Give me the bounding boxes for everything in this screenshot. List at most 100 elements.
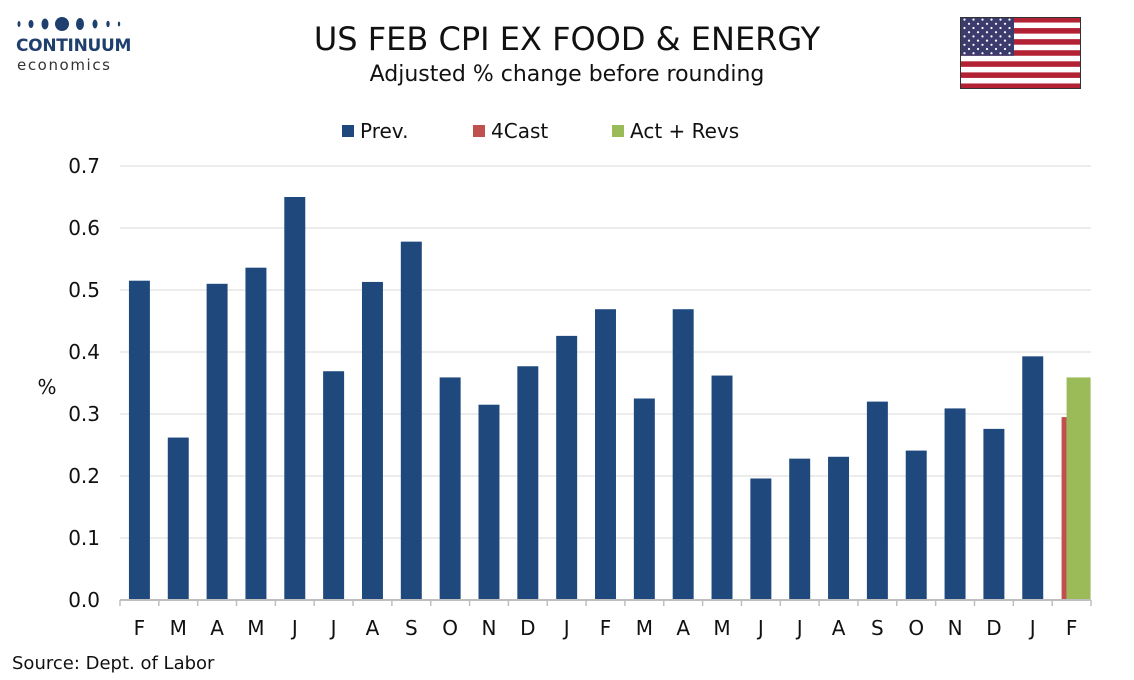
x-tick-label: A [366, 616, 380, 640]
bar [245, 267, 267, 600]
bar [439, 377, 461, 600]
bar [128, 280, 150, 600]
flag-star [1008, 18, 1011, 21]
flag-star [976, 47, 980, 51]
flag-star [981, 18, 984, 21]
x-tick-label: M [170, 616, 187, 640]
flag-star [972, 43, 975, 46]
x-tick-label: J [795, 616, 803, 640]
bar [750, 478, 772, 600]
flag-star [963, 52, 966, 55]
legend-swatch [612, 125, 624, 137]
x-tick-label: A [832, 616, 846, 640]
flag-star [985, 47, 989, 51]
flag-star [976, 31, 980, 34]
flag-star [963, 35, 966, 38]
flag-star [985, 39, 989, 42]
flag-stripe [960, 61, 1081, 67]
x-tick-label: N [948, 616, 963, 640]
logo-subtitle: economics [17, 56, 112, 74]
flag-star [972, 35, 975, 38]
flag-star [990, 26, 993, 30]
bar [866, 401, 888, 600]
legend-swatch [473, 125, 485, 137]
source-note: Source: Dept. of Labor [12, 653, 215, 674]
bar [1061, 417, 1067, 600]
bar [323, 371, 345, 600]
bar [828, 456, 850, 600]
flag-star [990, 43, 993, 46]
flag-star [972, 18, 975, 21]
y-tick-label: 0.0 [68, 588, 100, 612]
flag-star [967, 39, 971, 42]
legend: Prev. 4Cast Act + Revs [342, 119, 739, 143]
bars [128, 197, 1091, 600]
flag-star [967, 31, 971, 34]
legend-swatch [342, 125, 354, 137]
x-tick-label: M [713, 616, 730, 640]
flag-star [1008, 43, 1011, 46]
flag-star [1003, 47, 1007, 51]
flag-star [999, 35, 1002, 38]
bar [789, 458, 811, 600]
bar [556, 335, 578, 600]
flag-star [994, 47, 998, 51]
flag-star [1003, 22, 1007, 25]
y-tick-label: 0.1 [68, 526, 100, 550]
flag-star [981, 43, 984, 46]
bar [1022, 356, 1044, 600]
flag-star [967, 22, 971, 25]
chart-subtitle: Adjusted % change before rounding [369, 62, 765, 87]
flag-star [976, 22, 980, 25]
bar [905, 450, 927, 600]
y-tick-label: 0.2 [68, 464, 100, 488]
bar [944, 408, 966, 600]
x-tick-label: O [442, 616, 458, 640]
x-tick-label: F [1066, 616, 1078, 640]
logo-dots-icon [17, 17, 121, 31]
x-tick-label: J [1028, 616, 1036, 640]
flag-star [990, 18, 993, 21]
flag-star [990, 52, 993, 55]
flag-star [981, 52, 984, 55]
flag-star [999, 18, 1002, 21]
x-tick-label: S [871, 616, 884, 640]
flag-stripe [960, 83, 1081, 89]
x-tick-label: A [676, 616, 690, 640]
axes: 0.00.10.20.30.40.50.60.7%F M A M J J A S O N D J F M A… [37, 154, 1092, 640]
y-axis-label: % [37, 375, 56, 399]
x-tick-label: F [134, 616, 146, 640]
flag-stripe [960, 17, 1081, 23]
flag-star [999, 26, 1002, 30]
flag-star [994, 39, 998, 42]
flag-star [963, 43, 966, 46]
flag-star [963, 26, 966, 30]
x-tick-label: M [247, 616, 264, 640]
y-tick-label: 0.4 [68, 340, 100, 364]
flag-star [990, 35, 993, 38]
flag-star [999, 43, 1002, 46]
x-tick-label: S [405, 616, 418, 640]
bar [361, 281, 383, 600]
bar [633, 398, 655, 600]
y-tick-label: 0.7 [68, 154, 100, 178]
bar [478, 404, 500, 600]
flag-star [985, 31, 989, 34]
bar [711, 375, 733, 600]
flag-stripe [960, 50, 1081, 56]
x-tick-label: M [636, 616, 653, 640]
flag-star [994, 22, 998, 25]
bar [517, 366, 539, 600]
bar [595, 309, 616, 600]
bar [206, 283, 228, 600]
flag-star [994, 31, 998, 34]
flag-star [1003, 31, 1007, 34]
flag-star [985, 22, 989, 25]
chart-title: US FEB CPI EX FOOD & ENERGY [313, 20, 821, 58]
x-tick-label: N [481, 616, 496, 640]
bar [400, 241, 422, 600]
flag-star [976, 39, 980, 42]
bar [672, 309, 694, 600]
x-tick-label: F [600, 616, 612, 640]
